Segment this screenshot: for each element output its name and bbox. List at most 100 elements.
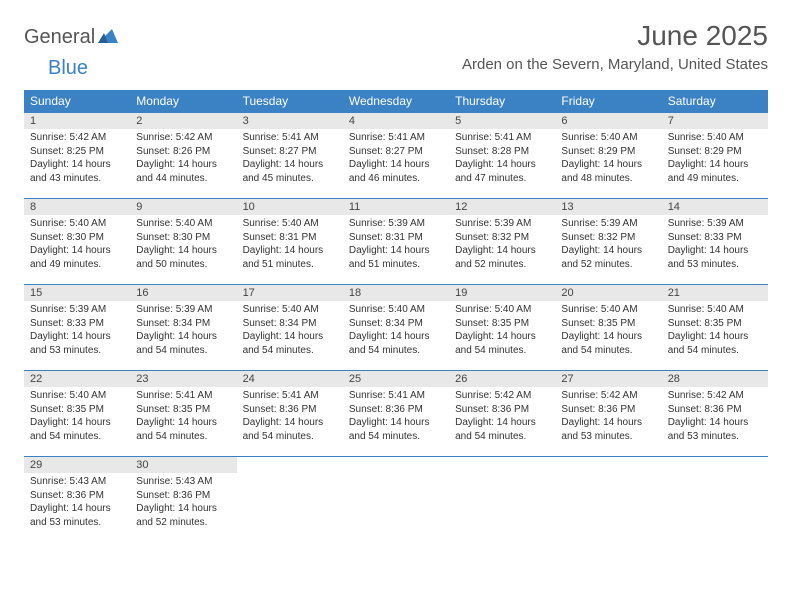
calendar-day-cell: 30Sunrise: 5:43 AMSunset: 8:36 PMDayligh… (130, 457, 236, 543)
calendar-day-cell: 6Sunrise: 5:40 AMSunset: 8:29 PMDaylight… (555, 113, 661, 199)
calendar-day-cell: 11Sunrise: 5:39 AMSunset: 8:31 PMDayligh… (343, 199, 449, 285)
day-number: 7 (662, 113, 768, 129)
calendar-day-cell: 12Sunrise: 5:39 AMSunset: 8:32 PMDayligh… (449, 199, 555, 285)
logo: General (24, 26, 118, 49)
day-details: Sunrise: 5:42 AMSunset: 8:36 PMDaylight:… (662, 387, 768, 447)
calendar-day-cell: 21Sunrise: 5:40 AMSunset: 8:35 PMDayligh… (662, 285, 768, 371)
day-details: Sunrise: 5:40 AMSunset: 8:29 PMDaylight:… (555, 129, 661, 189)
day-details: Sunrise: 5:40 AMSunset: 8:35 PMDaylight:… (555, 301, 661, 361)
day-details: Sunrise: 5:39 AMSunset: 8:32 PMDaylight:… (555, 215, 661, 275)
weekday-header: Sunday (24, 90, 130, 113)
day-number: 30 (130, 457, 236, 473)
calendar-day-cell: 5Sunrise: 5:41 AMSunset: 8:28 PMDaylight… (449, 113, 555, 199)
calendar-empty-cell (343, 457, 449, 543)
day-details: Sunrise: 5:41 AMSunset: 8:36 PMDaylight:… (343, 387, 449, 447)
day-details: Sunrise: 5:40 AMSunset: 8:35 PMDaylight:… (449, 301, 555, 361)
calendar-day-cell: 4Sunrise: 5:41 AMSunset: 8:27 PMDaylight… (343, 113, 449, 199)
day-details: Sunrise: 5:40 AMSunset: 8:30 PMDaylight:… (24, 215, 130, 275)
day-details: Sunrise: 5:41 AMSunset: 8:36 PMDaylight:… (237, 387, 343, 447)
day-number: 17 (237, 285, 343, 301)
day-number: 11 (343, 199, 449, 215)
calendar-head: SundayMondayTuesdayWednesdayThursdayFrid… (24, 90, 768, 113)
calendar-day-cell: 27Sunrise: 5:42 AMSunset: 8:36 PMDayligh… (555, 371, 661, 457)
day-details: Sunrise: 5:41 AMSunset: 8:28 PMDaylight:… (449, 129, 555, 189)
day-number: 5 (449, 113, 555, 129)
logo-text-general: General (24, 26, 95, 49)
calendar-body: 1Sunrise: 5:42 AMSunset: 8:25 PMDaylight… (24, 113, 768, 543)
calendar-day-cell: 16Sunrise: 5:39 AMSunset: 8:34 PMDayligh… (130, 285, 236, 371)
day-details: Sunrise: 5:43 AMSunset: 8:36 PMDaylight:… (130, 473, 236, 533)
day-number: 8 (24, 199, 130, 215)
calendar-day-cell: 23Sunrise: 5:41 AMSunset: 8:35 PMDayligh… (130, 371, 236, 457)
day-number: 20 (555, 285, 661, 301)
day-number: 26 (449, 371, 555, 387)
day-number: 25 (343, 371, 449, 387)
calendar-empty-cell (237, 457, 343, 543)
day-details: Sunrise: 5:41 AMSunset: 8:27 PMDaylight:… (237, 129, 343, 189)
calendar-day-cell: 17Sunrise: 5:40 AMSunset: 8:34 PMDayligh… (237, 285, 343, 371)
calendar-week-row: 8Sunrise: 5:40 AMSunset: 8:30 PMDaylight… (24, 199, 768, 285)
weekday-header: Saturday (662, 90, 768, 113)
day-details: Sunrise: 5:39 AMSunset: 8:33 PMDaylight:… (24, 301, 130, 361)
day-details: Sunrise: 5:42 AMSunset: 8:36 PMDaylight:… (449, 387, 555, 447)
calendar-day-cell: 1Sunrise: 5:42 AMSunset: 8:25 PMDaylight… (24, 113, 130, 199)
calendar-week-row: 15Sunrise: 5:39 AMSunset: 8:33 PMDayligh… (24, 285, 768, 371)
day-number: 28 (662, 371, 768, 387)
location-text: Arden on the Severn, Maryland, United St… (462, 56, 768, 73)
day-number: 21 (662, 285, 768, 301)
day-number: 24 (237, 371, 343, 387)
calendar-day-cell: 19Sunrise: 5:40 AMSunset: 8:35 PMDayligh… (449, 285, 555, 371)
day-number: 9 (130, 199, 236, 215)
day-details: Sunrise: 5:39 AMSunset: 8:32 PMDaylight:… (449, 215, 555, 275)
day-number: 2 (130, 113, 236, 129)
calendar-day-cell: 18Sunrise: 5:40 AMSunset: 8:34 PMDayligh… (343, 285, 449, 371)
day-number: 12 (449, 199, 555, 215)
day-details: Sunrise: 5:40 AMSunset: 8:34 PMDaylight:… (343, 301, 449, 361)
day-number: 27 (555, 371, 661, 387)
day-number: 1 (24, 113, 130, 129)
day-details: Sunrise: 5:39 AMSunset: 8:33 PMDaylight:… (662, 215, 768, 275)
day-number: 22 (24, 371, 130, 387)
day-number: 18 (343, 285, 449, 301)
logo-triangle-icon (98, 27, 118, 48)
calendar-day-cell: 2Sunrise: 5:42 AMSunset: 8:26 PMDaylight… (130, 113, 236, 199)
day-details: Sunrise: 5:40 AMSunset: 8:34 PMDaylight:… (237, 301, 343, 361)
calendar-day-cell: 20Sunrise: 5:40 AMSunset: 8:35 PMDayligh… (555, 285, 661, 371)
day-number: 4 (343, 113, 449, 129)
day-number: 23 (130, 371, 236, 387)
calendar-empty-cell (449, 457, 555, 543)
calendar-day-cell: 26Sunrise: 5:42 AMSunset: 8:36 PMDayligh… (449, 371, 555, 457)
weekday-header: Tuesday (237, 90, 343, 113)
title-block: June 2025 Arden on the Severn, Maryland,… (462, 20, 768, 73)
day-details: Sunrise: 5:40 AMSunset: 8:29 PMDaylight:… (662, 129, 768, 189)
calendar-empty-cell (662, 457, 768, 543)
day-number: 13 (555, 199, 661, 215)
day-details: Sunrise: 5:39 AMSunset: 8:31 PMDaylight:… (343, 215, 449, 275)
calendar-day-cell: 7Sunrise: 5:40 AMSunset: 8:29 PMDaylight… (662, 113, 768, 199)
day-details: Sunrise: 5:40 AMSunset: 8:30 PMDaylight:… (130, 215, 236, 275)
month-title: June 2025 (462, 20, 768, 52)
calendar-day-cell: 22Sunrise: 5:40 AMSunset: 8:35 PMDayligh… (24, 371, 130, 457)
weekday-header: Friday (555, 90, 661, 113)
calendar-day-cell: 13Sunrise: 5:39 AMSunset: 8:32 PMDayligh… (555, 199, 661, 285)
day-details: Sunrise: 5:42 AMSunset: 8:25 PMDaylight:… (24, 129, 130, 189)
calendar-day-cell: 25Sunrise: 5:41 AMSunset: 8:36 PMDayligh… (343, 371, 449, 457)
calendar-week-row: 29Sunrise: 5:43 AMSunset: 8:36 PMDayligh… (24, 457, 768, 543)
calendar-empty-cell (555, 457, 661, 543)
day-details: Sunrise: 5:40 AMSunset: 8:31 PMDaylight:… (237, 215, 343, 275)
calendar-day-cell: 9Sunrise: 5:40 AMSunset: 8:30 PMDaylight… (130, 199, 236, 285)
day-details: Sunrise: 5:40 AMSunset: 8:35 PMDaylight:… (662, 301, 768, 361)
day-number: 29 (24, 457, 130, 473)
day-details: Sunrise: 5:43 AMSunset: 8:36 PMDaylight:… (24, 473, 130, 533)
calendar-day-cell: 3Sunrise: 5:41 AMSunset: 8:27 PMDaylight… (237, 113, 343, 199)
calendar-day-cell: 8Sunrise: 5:40 AMSunset: 8:30 PMDaylight… (24, 199, 130, 285)
day-number: 10 (237, 199, 343, 215)
day-details: Sunrise: 5:40 AMSunset: 8:35 PMDaylight:… (24, 387, 130, 447)
calendar-table: SundayMondayTuesdayWednesdayThursdayFrid… (24, 90, 768, 543)
calendar-day-cell: 28Sunrise: 5:42 AMSunset: 8:36 PMDayligh… (662, 371, 768, 457)
weekday-header: Thursday (449, 90, 555, 113)
calendar-day-cell: 14Sunrise: 5:39 AMSunset: 8:33 PMDayligh… (662, 199, 768, 285)
day-details: Sunrise: 5:42 AMSunset: 8:26 PMDaylight:… (130, 129, 236, 189)
day-number: 16 (130, 285, 236, 301)
day-details: Sunrise: 5:41 AMSunset: 8:27 PMDaylight:… (343, 129, 449, 189)
